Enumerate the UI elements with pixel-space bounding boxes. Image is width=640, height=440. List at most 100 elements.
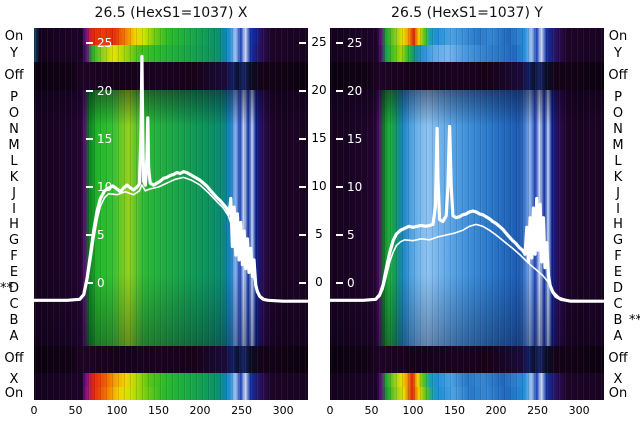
- x-tick-label: 100: [402, 404, 424, 417]
- y-tick-value: 20: [347, 83, 363, 98]
- heatmap-band-row-y: [34, 45, 308, 62]
- channel-label-i: I: [616, 201, 620, 217]
- x-tick-label: 100: [106, 404, 128, 417]
- channel-label-d: D: [8, 281, 19, 297]
- channel-label-off: Off: [608, 351, 628, 366]
- y-tick-value: 0: [347, 275, 355, 290]
- y-tick-value: 10: [347, 179, 363, 194]
- x-tick-label: 0: [30, 404, 38, 417]
- channel-label-p: P: [10, 89, 18, 105]
- channel-label-a: A: [613, 329, 623, 345]
- y-tick-label: 15: [336, 131, 362, 147]
- heatmap-panel-x: 25 20 15 10 5 0: [34, 28, 308, 400]
- channel-labels-left: On Y Off P O N M L K J I H G F E D ** C B A Off X On: [0, 0, 33, 440]
- y-tick-mark: [86, 137, 93, 140]
- heatmap-band-row-on-top: [34, 28, 308, 45]
- x-profile-main: [34, 54, 308, 303]
- channel-label-f: F: [614, 249, 622, 265]
- y-tick-mark-right: [299, 233, 306, 236]
- y-tick-label: 25: [336, 35, 362, 51]
- y-tick-label: 10: [86, 179, 112, 195]
- channel-label-j: J: [616, 185, 620, 201]
- channel-label-x: X: [9, 372, 19, 387]
- y-tick-mark: [336, 137, 343, 140]
- y-tick-mark: [86, 185, 93, 188]
- channel-label-e: E: [9, 265, 19, 281]
- heatmap-band-row-x: [330, 373, 604, 387]
- y-tick-mark: [336, 41, 343, 44]
- y-tick-mark: [86, 281, 93, 284]
- heatmap-band-row-on-bottom: [330, 387, 604, 400]
- y-tick-mark: [86, 233, 93, 236]
- x-tick-label: 300: [272, 404, 294, 417]
- x-tick-label: 200: [189, 404, 211, 417]
- y-tick-mark-right: [299, 89, 306, 92]
- channel-label-o: O: [8, 105, 20, 121]
- x-tick-label: 250: [231, 404, 253, 417]
- y-tick-label-gap: 0: [315, 274, 323, 289]
- x-tick-label: 300: [568, 404, 590, 417]
- y-tick-value: 20: [97, 83, 113, 98]
- channel-label-x: X: [613, 372, 623, 387]
- channel-label-on: On: [4, 28, 24, 44]
- y-profile-secondary: [330, 223, 604, 303]
- x-profile-secondary: [34, 176, 308, 303]
- channel-label-g: G: [8, 233, 20, 249]
- heatmap-band-row-on-top: [330, 28, 604, 45]
- plot-title-y: 26.5 (HexS1=1037) Y: [391, 5, 543, 21]
- y-profile-main: [330, 124, 604, 303]
- channel-label-y: Y: [10, 45, 18, 61]
- channel-label-on: On: [608, 28, 628, 44]
- heatmap-band-row-off-top: [330, 62, 604, 90]
- y-tick-mark: [86, 89, 93, 92]
- y-tick-label: 10: [336, 179, 362, 195]
- y-tick-value: 5: [97, 227, 105, 242]
- y-tick-label: 0: [336, 275, 355, 291]
- channel-label-l: L: [614, 153, 622, 169]
- channel-label-on: On: [4, 386, 24, 401]
- y-tick-mark-right: [299, 185, 306, 188]
- channel-label-j: J: [12, 185, 16, 201]
- x-tick-label: 50: [364, 404, 379, 417]
- channel-label-l: L: [10, 153, 18, 169]
- heatmap-band-main: [34, 90, 308, 346]
- channel-label-k: K: [9, 169, 19, 185]
- heatmap-band-row-x: [34, 373, 308, 387]
- heatmap-band-row-off-top: [34, 62, 308, 90]
- channel-label-k: K: [613, 169, 623, 185]
- y-tick-label-gap: 10: [311, 178, 327, 193]
- x-tick-label: 150: [444, 404, 466, 417]
- channel-label-d: D: [612, 281, 623, 297]
- y-tick-mark: [336, 281, 343, 284]
- channel-label-c: C: [9, 297, 19, 313]
- y-tick-mark-right: [299, 137, 306, 140]
- profile-overlay: [34, 54, 308, 303]
- channel-label-e: E: [613, 265, 623, 281]
- heatmap-band-main: [330, 90, 604, 346]
- y-tick-mark-right: [299, 41, 306, 44]
- heatmap-band-row-y: [330, 45, 604, 62]
- y-tick-value: 10: [97, 179, 113, 194]
- heatmap-band-row-on-bottom: [34, 387, 308, 400]
- y-tick-label: 5: [336, 227, 355, 243]
- y-tick-label-gap: 25: [311, 34, 327, 49]
- channel-label-on: On: [608, 386, 628, 401]
- channel-label-g: G: [612, 233, 624, 249]
- channel-label-a: A: [9, 329, 19, 345]
- active-channel-marker: **: [0, 281, 13, 297]
- y-tick-value: 25: [347, 35, 363, 50]
- y-tick-label: 5: [86, 227, 105, 243]
- channel-label-b: B: [9, 313, 19, 329]
- channel-label-off: Off: [4, 351, 24, 366]
- channel-label-p: P: [614, 89, 622, 105]
- y-tick-mark: [336, 89, 343, 92]
- channel-label-n: N: [9, 121, 19, 137]
- channel-label-b: B: [613, 313, 623, 329]
- y-tick-label-gap: 15: [311, 130, 327, 145]
- y-tick-mark-right: [299, 281, 306, 284]
- channel-label-o: O: [612, 105, 624, 121]
- x-tick-label: 50: [68, 404, 83, 417]
- y-tick-label: 20: [336, 83, 362, 99]
- y-tick-mark: [86, 41, 93, 44]
